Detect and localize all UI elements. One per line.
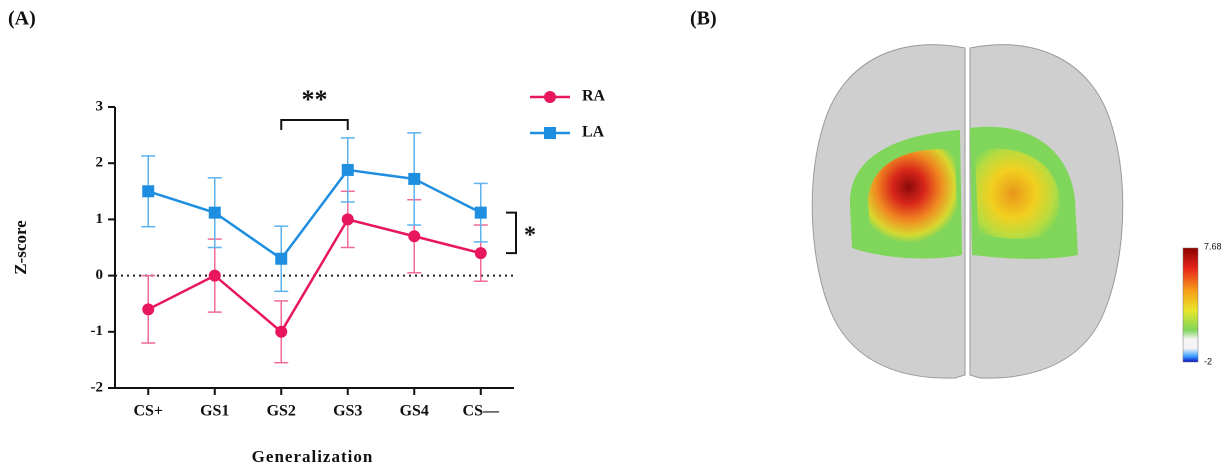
marker: [275, 325, 288, 338]
legend-label: RA: [582, 88, 606, 105]
bracket: [506, 211, 517, 255]
marker: [341, 163, 354, 176]
marker: [142, 185, 155, 198]
panel-label: (A): [8, 8, 36, 30]
annotation: **: [302, 85, 328, 114]
marker: [474, 206, 487, 219]
x-tick-label: GS4: [400, 403, 429, 420]
marker: [408, 230, 421, 243]
y-axis-label: Z-score: [11, 220, 30, 275]
legend-marker: [544, 91, 556, 103]
legend-label: LA: [582, 124, 605, 141]
colorbar-min: -2: [1204, 356, 1212, 366]
marker: [341, 213, 354, 226]
marker: [408, 172, 421, 185]
bracket: [280, 119, 349, 130]
marker: [208, 206, 221, 219]
y-tick-label: 3: [96, 98, 104, 114]
y-tick-label: -1: [91, 323, 104, 339]
x-tick-label: GS3: [333, 403, 362, 420]
brain: [811, 44, 1124, 379]
x-tick-label: CS+: [133, 403, 163, 420]
y-tick-label: 2: [96, 155, 104, 171]
marker: [275, 252, 288, 265]
marker: [474, 247, 487, 260]
y-tick-label: 1: [96, 211, 104, 227]
y-tick-label: -2: [91, 379, 104, 395]
x-axis-label: Generalization: [252, 447, 374, 466]
legend-marker: [544, 127, 556, 139]
x-tick-label: GS1: [200, 403, 229, 420]
marker: [208, 269, 221, 282]
colorbar-max: 7.68: [1204, 241, 1222, 251]
marker: [142, 303, 155, 316]
x-tick-label: CS—: [463, 403, 500, 420]
annotation: *: [524, 222, 536, 248]
y-tick-label: 0: [96, 267, 104, 283]
panel-label: (B): [690, 8, 717, 30]
x-tick-label: GS2: [267, 403, 296, 420]
colorbar: [1182, 247, 1199, 363]
series-line: [147, 217, 482, 334]
series-line: [147, 168, 482, 261]
